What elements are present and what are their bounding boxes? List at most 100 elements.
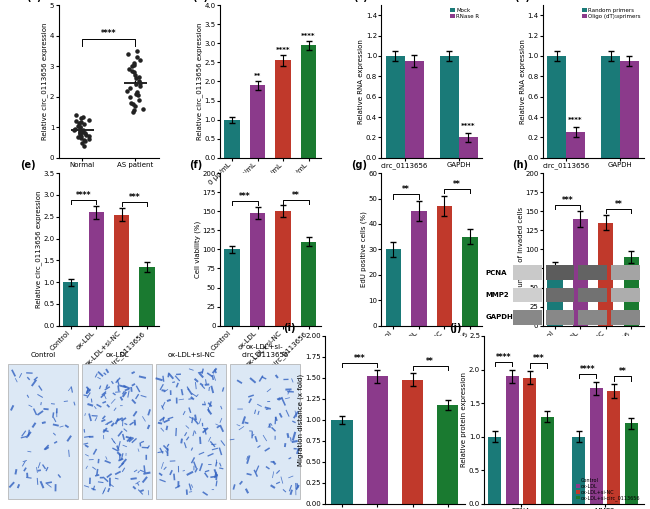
Bar — [301, 45, 316, 158]
Point — [76, 114, 86, 122]
Bar — [611, 288, 640, 302]
Point — [77, 128, 88, 136]
Bar — [598, 223, 614, 326]
Point — [125, 93, 135, 101]
Bar — [276, 61, 291, 158]
Y-axis label: Relative circ_0113656 expression: Relative circ_0113656 expression — [35, 191, 42, 308]
Text: ****: **** — [75, 191, 91, 200]
Text: ***: *** — [533, 354, 544, 363]
Text: (h): (h) — [512, 160, 528, 170]
Bar — [230, 364, 300, 499]
Point — [130, 102, 140, 110]
Text: (c): (c) — [353, 0, 368, 2]
Text: **: ** — [426, 357, 434, 366]
Point — [135, 79, 145, 87]
Y-axis label: Cell viability (%): Cell viability (%) — [194, 221, 201, 278]
Bar — [625, 423, 638, 504]
Text: ***: *** — [354, 354, 365, 363]
Point — [75, 128, 86, 136]
Text: (b): (b) — [192, 0, 208, 2]
Text: (e): (e) — [20, 160, 36, 170]
Point — [131, 80, 142, 89]
Point — [127, 67, 137, 75]
Point — [75, 123, 85, 131]
Point — [79, 136, 89, 144]
Text: MMP2: MMP2 — [486, 292, 510, 298]
Point — [126, 99, 136, 107]
Bar — [386, 249, 401, 326]
Bar — [437, 206, 452, 326]
Point — [122, 87, 133, 95]
Bar — [506, 376, 519, 504]
Point — [76, 134, 86, 142]
Bar — [547, 56, 566, 158]
Bar — [607, 391, 620, 504]
Point — [75, 123, 85, 131]
Text: **: ** — [292, 191, 300, 200]
Point — [127, 108, 138, 116]
Point — [131, 74, 142, 82]
Bar — [545, 266, 574, 280]
Bar — [611, 266, 640, 280]
Point — [135, 82, 145, 90]
Point — [79, 129, 90, 137]
Point — [73, 122, 83, 130]
Bar — [620, 61, 639, 158]
Y-axis label: Migration distance (x fold): Migration distance (x fold) — [297, 374, 304, 466]
Text: PCNA: PCNA — [486, 270, 508, 276]
Text: (j): (j) — [449, 323, 462, 332]
Bar — [301, 242, 316, 326]
Text: **: ** — [453, 180, 461, 189]
Bar — [545, 288, 574, 302]
Bar — [578, 266, 607, 280]
Bar — [523, 378, 536, 504]
Point — [129, 106, 139, 115]
Point — [124, 65, 135, 73]
Text: (i): (i) — [283, 323, 296, 332]
Point — [131, 90, 142, 98]
Bar — [88, 212, 104, 326]
Point — [79, 142, 90, 150]
Point — [83, 116, 94, 124]
Point — [69, 126, 79, 134]
Bar — [513, 266, 541, 280]
Text: **: ** — [619, 367, 627, 377]
Bar — [513, 310, 541, 325]
Text: ****: **** — [276, 47, 291, 53]
Bar — [572, 437, 585, 504]
Bar — [601, 56, 620, 158]
Bar — [573, 219, 588, 326]
Point — [132, 88, 142, 96]
Point — [76, 132, 86, 140]
Bar — [224, 120, 240, 158]
Text: ****: **** — [101, 29, 117, 38]
Text: ***: *** — [562, 196, 573, 205]
Point — [127, 62, 138, 70]
Bar — [513, 288, 541, 302]
Text: ****: **** — [301, 33, 316, 39]
Text: **: ** — [615, 200, 623, 209]
Text: ****: **** — [568, 117, 583, 123]
Text: (a): (a) — [26, 0, 42, 2]
Bar — [405, 61, 424, 158]
Point — [128, 59, 138, 67]
Text: ****: **** — [580, 365, 595, 374]
Point — [132, 47, 142, 55]
Legend: Control, ox-LDL, ox-LDL+si-NC, ox-LDL+si-circ_0113656: Control, ox-LDL, ox-LDL+si-NC, ox-LDL+si… — [575, 477, 641, 501]
Bar — [367, 376, 388, 504]
Point — [138, 105, 149, 113]
Point — [77, 138, 87, 147]
Point — [125, 83, 135, 92]
Point — [72, 117, 82, 125]
Point — [129, 61, 139, 69]
Bar — [140, 267, 155, 326]
Point — [72, 133, 83, 142]
Bar — [437, 405, 458, 504]
Point — [133, 91, 143, 99]
Text: **: ** — [254, 73, 261, 79]
Point — [75, 127, 86, 135]
Y-axis label: Relative circ_0113656 expression: Relative circ_0113656 expression — [196, 23, 203, 140]
Bar — [459, 137, 478, 158]
Text: ***: *** — [129, 193, 140, 202]
Text: (d): (d) — [514, 0, 530, 2]
